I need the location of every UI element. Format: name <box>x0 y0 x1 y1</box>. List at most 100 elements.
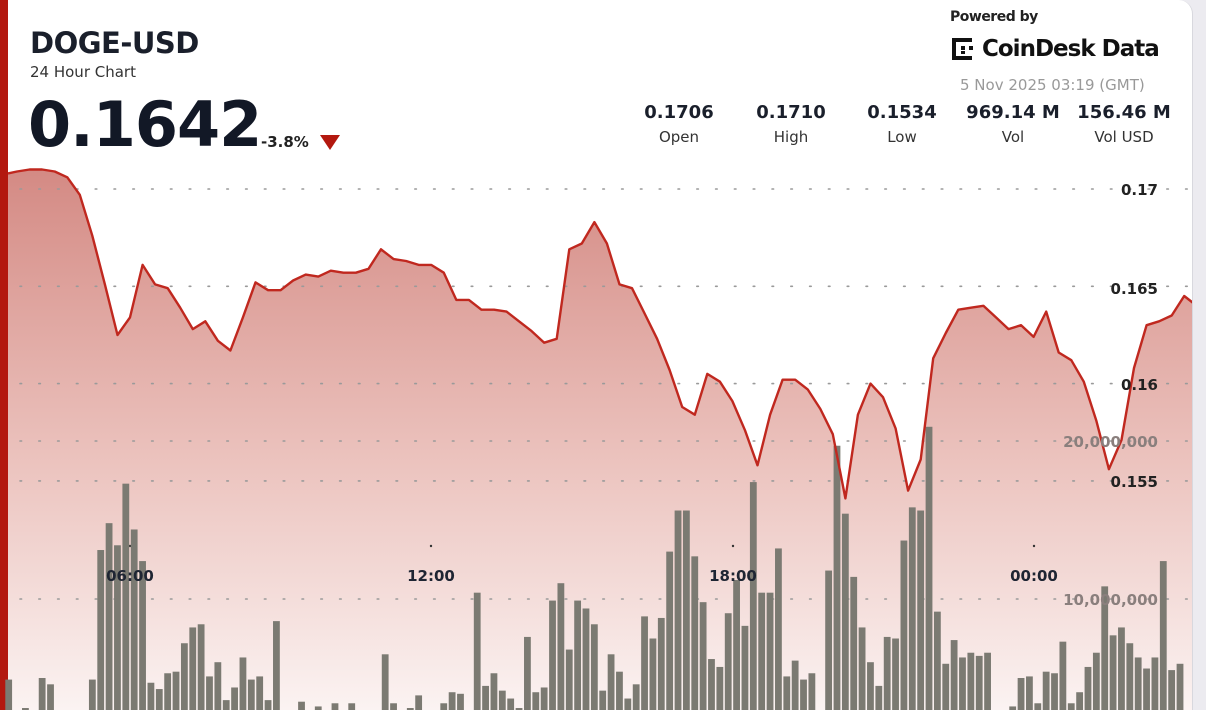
timestamp: 5 Nov 2025 03:19 (GMT) <box>960 76 1145 94</box>
volume-bar <box>967 652 975 710</box>
volume-bar <box>1017 678 1025 710</box>
volume-bar <box>724 613 732 710</box>
price-line <box>7 168 1192 500</box>
volume-bar <box>172 671 180 710</box>
volume-bar <box>858 627 866 710</box>
volume-bar <box>908 507 916 710</box>
volume-bar <box>440 703 448 710</box>
volume-bar <box>490 673 498 710</box>
volume-bar <box>390 703 397 710</box>
stat-label: Open <box>658 128 700 146</box>
volume-bar <box>457 693 464 710</box>
volume-bar <box>1176 663 1184 710</box>
time-tick-mark <box>1032 544 1036 548</box>
stat-label: Vol USD <box>1094 128 1154 146</box>
volume-bar <box>256 676 264 710</box>
volume-bar <box>607 654 615 710</box>
volume-bar <box>222 700 230 710</box>
volume-bar <box>540 687 548 710</box>
volume-bar <box>682 510 690 710</box>
volume-bar <box>691 556 699 710</box>
volume-bar <box>1084 666 1092 710</box>
volume-bar <box>933 611 941 710</box>
volume-bar <box>247 679 255 710</box>
volume-bar <box>883 636 891 710</box>
volume-bar <box>298 701 305 710</box>
volume-bar <box>1109 635 1117 710</box>
volume-bar <box>1101 586 1109 710</box>
powered-by-label: Powered by <box>950 9 1038 25</box>
volume-bar <box>206 676 213 710</box>
volume-bar <box>674 510 682 710</box>
volume-bar <box>616 671 623 710</box>
volume-bar <box>1067 703 1075 710</box>
volume-bar <box>716 666 724 710</box>
volume-bar <box>800 679 807 710</box>
volume-bar <box>1168 670 1176 710</box>
coindesk-logo: CoinDesk Data <box>950 36 1160 62</box>
current-price: 0.1642 <box>28 88 262 161</box>
volume-bar <box>1151 657 1159 710</box>
volume-bar <box>264 700 272 710</box>
brand-name: CoinDesk Data <box>982 36 1160 62</box>
volume-bar <box>766 592 774 710</box>
price-change: -3.8% <box>261 133 309 151</box>
volume-bar <box>699 602 707 710</box>
volume-tick-label: 10,000,000 <box>1063 591 1158 609</box>
accent-bar <box>0 0 8 710</box>
volume-bar <box>590 624 598 710</box>
coindesk-mark-icon <box>952 38 973 60</box>
volume-bar <box>448 692 456 710</box>
time-tick-mark <box>128 544 132 548</box>
volume-bar <box>482 685 489 710</box>
stat-high: 0.1710 High <box>736 102 846 146</box>
time-tick-label: 12:00 <box>407 567 455 585</box>
volume-bar <box>1092 652 1100 710</box>
volume-bar <box>231 687 238 710</box>
volume-bar <box>959 657 966 710</box>
volume-bar <box>1126 643 1134 710</box>
volume-bar <box>180 643 188 710</box>
volume-bar <box>139 561 146 710</box>
volume-bar <box>775 548 782 710</box>
volume-bar <box>599 690 607 710</box>
stat-vol: 969.14 M Vol <box>958 102 1068 146</box>
volume-bar <box>833 445 841 710</box>
volume-bar <box>565 649 573 710</box>
stat-value: 0.1710 <box>756 102 826 123</box>
stat-label: Vol <box>1001 128 1025 146</box>
volume-bar <box>406 708 414 710</box>
stat-open: 0.1706 Open <box>624 102 734 146</box>
volume-bar <box>105 523 113 710</box>
stat-low: 0.1534 Low <box>847 102 957 146</box>
volume-bar <box>549 600 556 710</box>
volume-bar <box>473 592 481 710</box>
chart-subtitle: 24 Hour Chart <box>30 63 136 81</box>
volume-bar <box>239 657 247 710</box>
volume-bar <box>1042 671 1050 710</box>
volume-bar <box>557 583 565 710</box>
volume-bar <box>749 482 757 710</box>
volume-bar <box>900 540 908 710</box>
volume-bar <box>122 483 130 710</box>
volume-bar <box>155 689 163 710</box>
stat-value: 0.1534 <box>867 102 937 123</box>
volume-bar <box>114 545 121 710</box>
stat-value: 969.14 M <box>966 102 1060 123</box>
volume-bar <box>1034 703 1042 710</box>
volume-bar <box>950 640 958 710</box>
time-tick-mark <box>429 544 433 548</box>
volume-bar <box>641 616 648 710</box>
volume-bar <box>1159 561 1167 710</box>
stat-label: High <box>773 128 809 146</box>
volume-bar <box>147 682 155 710</box>
volume-bar <box>791 660 799 710</box>
volume-bar <box>925 426 933 710</box>
volume-bar <box>189 627 197 710</box>
stat-label: Low <box>887 128 917 146</box>
volume-bar <box>5 679 13 710</box>
stat-value: 0.1706 <box>644 102 714 123</box>
volume-bar <box>524 636 531 710</box>
